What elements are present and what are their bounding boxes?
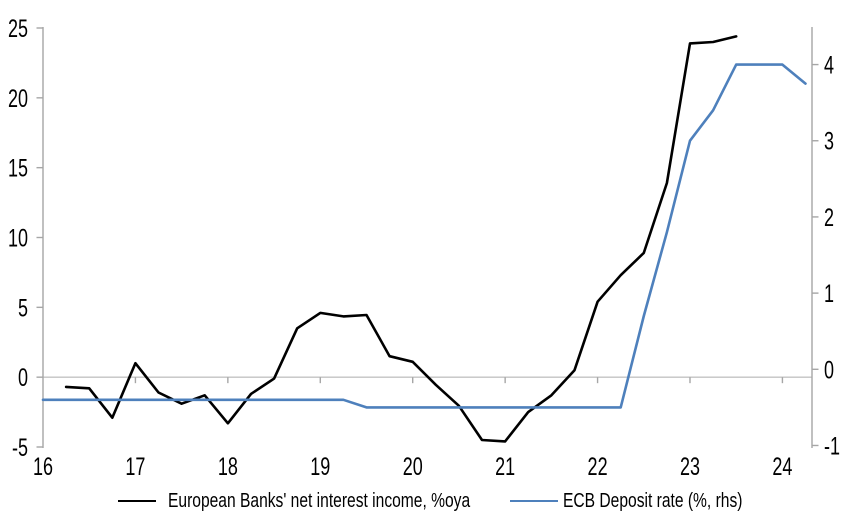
legend-item-net-interest-income: European Banks' net interest income, %oy… <box>118 489 555 513</box>
y-axis-left-label: 10 <box>8 224 28 253</box>
x-axis-label: 23 <box>680 452 700 481</box>
y-axis-left-label: 5 <box>18 293 28 322</box>
legend-line-sample-blue <box>510 500 558 502</box>
y-axis-right-label: 2 <box>824 203 834 232</box>
y-axis-left-label: 15 <box>8 154 28 183</box>
y-axis-left-label: 0 <box>18 363 28 392</box>
x-axis-label: 24 <box>772 452 792 481</box>
y-axis-right-label: 3 <box>824 127 834 156</box>
legend-label-ecb-deposit-rate: ECB Deposit rate (%, rhs) <box>563 490 743 512</box>
x-axis-label: 17 <box>125 452 145 481</box>
x-axis-label: 22 <box>588 452 608 481</box>
series-line-ecb-deposit-rate <box>41 63 807 409</box>
legend-item-ecb-deposit-rate: ECB Deposit rate (%, rhs) <box>510 489 793 513</box>
x-axis-label: 16 <box>33 452 53 481</box>
series-line-net-interest-income <box>64 35 738 443</box>
x-axis-label: 18 <box>218 452 238 481</box>
y-axis-left-label: 25 <box>8 14 28 43</box>
y-axis-right-label: 0 <box>824 355 834 384</box>
x-axis-label: 20 <box>403 452 423 481</box>
y-axis-right-label: 4 <box>824 51 834 80</box>
x-axis-label: 21 <box>495 452 515 481</box>
y-axis-left-label: 20 <box>8 84 28 113</box>
legend-line-sample-black <box>118 500 156 502</box>
y-axis-right-label: -1 <box>824 432 840 461</box>
x-axis-label: 19 <box>310 452 330 481</box>
y-axis-right-label: 1 <box>824 279 834 308</box>
y-axis-left-label: -5 <box>12 433 28 462</box>
legend-label-net-interest-income: European Banks' net interest income, %oy… <box>168 490 471 512</box>
